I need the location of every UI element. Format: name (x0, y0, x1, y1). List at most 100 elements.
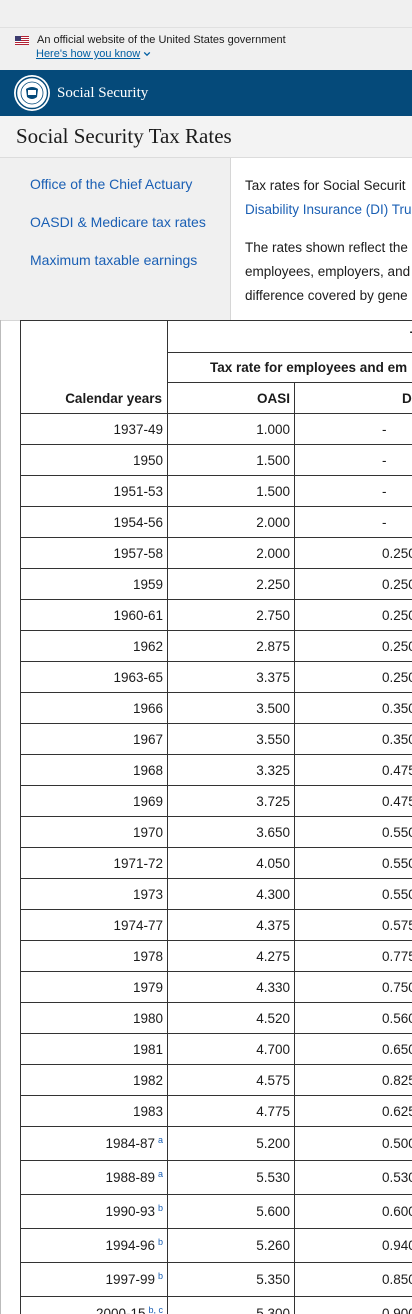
year-text: 1966 (132, 700, 163, 716)
cell-oasi: 4.520 (167, 1002, 295, 1034)
table-row: 1950 1.500- (20, 444, 412, 476)
cell-di: - (294, 444, 412, 476)
cell-year: 1974-77 (20, 909, 168, 941)
cell-di: 0.625 (294, 1095, 412, 1127)
page-title: Social Security Tax Rates (16, 124, 232, 148)
cell-oasi: 4.050 (167, 847, 295, 879)
col-header-employees-employers: Tax rate for employees and em (167, 352, 412, 383)
footnote-link[interactable]: b, c (148, 1304, 163, 1314)
year-text: 1971-72 (113, 855, 163, 871)
ssa-seal-icon (15, 76, 49, 110)
cell-year: 1957-58 (20, 537, 168, 569)
cell-oasi: 3.650 (167, 816, 295, 848)
cell-oasi: 4.275 (167, 940, 295, 972)
heres-how-you-know-link[interactable]: Here's how you know (36, 48, 151, 60)
cell-di: - (294, 475, 412, 507)
col-header-group-top: T (167, 320, 412, 353)
cell-year: 1978 (20, 940, 168, 972)
footnote-link[interactable]: a (157, 1168, 163, 1179)
year-text: 1963-65 (113, 669, 163, 685)
cell-di: 0.600 (294, 1194, 412, 1229)
footnote-link[interactable]: b (157, 1236, 163, 1247)
year-text: 1990-93 (105, 1204, 155, 1219)
col-header-di: D (294, 382, 412, 414)
cell-di: - (294, 413, 412, 445)
cell-di: 0.550 (294, 878, 412, 910)
cell-di: 0.475 (294, 754, 412, 786)
intro-line-4: employees, employers, and (245, 264, 411, 279)
footnote-link[interactable]: a (157, 1134, 163, 1145)
browser-top-bar (0, 0, 412, 28)
intro-line-3: The rates shown reflect the (245, 240, 408, 255)
year-text: 1994-96 (105, 1238, 155, 1253)
year-text: 1951-53 (113, 483, 163, 499)
cell-year: 1997-99 b (20, 1262, 168, 1297)
cell-di: 0.850 (294, 1262, 412, 1297)
cell-di: 0.575 (294, 909, 412, 941)
cell-oasi: 4.330 (167, 971, 295, 1003)
cell-oasi: 1.500 (167, 475, 295, 507)
page-title-bar: Social Security Tax Rates (0, 116, 412, 158)
cell-oasi: 3.725 (167, 785, 295, 817)
gov-banner: An official website of the United States… (0, 28, 412, 70)
cell-di: 0.250 (294, 599, 412, 631)
year-text: 1957-58 (113, 545, 163, 561)
cell-oasi: 4.700 (167, 1033, 295, 1065)
cell-di: 0.350 (294, 692, 412, 724)
cell-oasi: 4.775 (167, 1095, 295, 1127)
cell-di: 0.500 (294, 1126, 412, 1161)
cell-year: 1962 (20, 630, 168, 662)
year-text: 1969 (132, 793, 163, 809)
footnote-link[interactable]: b (157, 1270, 163, 1281)
year-text: 1982 (132, 1072, 163, 1088)
cell-oasi: 2.000 (167, 537, 295, 569)
year-text: 1937-49 (113, 421, 163, 437)
cell-oasi: 5.600 (167, 1194, 295, 1229)
sidebar-nav: Office of the Chief Actuary OASDI & Medi… (0, 158, 231, 321)
year-text: 1997-99 (105, 1272, 155, 1287)
cell-oasi: 1.000 (167, 413, 295, 445)
ssa-logo[interactable] (14, 75, 50, 111)
cell-oasi: 2.750 (167, 599, 295, 631)
site-brand[interactable]: Social Security (57, 84, 149, 101)
cell-oasi: 3.500 (167, 692, 295, 724)
sidebar-item-max-taxable[interactable]: Maximum taxable earnings (30, 252, 198, 268)
cell-year: 1984-87 a (20, 1126, 168, 1161)
cell-di: 0.475 (294, 785, 412, 817)
cell-oasi: 2.000 (167, 506, 295, 538)
site-header: Social Security (0, 70, 412, 116)
cell-oasi: 3.375 (167, 661, 295, 693)
cell-year: 1988-89 a (20, 1160, 168, 1195)
sidebar-item-tax-rates[interactable]: OASDI & Medicare tax rates (30, 214, 206, 230)
cell-year: 1963-65 (20, 661, 168, 693)
heres-how-you-know-label: Here's how you know (36, 48, 141, 60)
year-text: 1962 (132, 638, 163, 654)
footnote-link[interactable]: b (157, 1202, 163, 1213)
year-text: 2000-15 (95, 1306, 146, 1314)
cell-year: 1983 (20, 1095, 168, 1127)
cell-di: 0.250 (294, 537, 412, 569)
cell-di: 0.550 (294, 816, 412, 848)
intro-text: Tax rates for Social Securit Disability … (245, 174, 412, 308)
cell-year: 1969 (20, 785, 168, 817)
year-text: 1959 (132, 576, 163, 592)
intro-link-di-trust[interactable]: Disability Insurance (DI) Tru (245, 202, 412, 217)
cell-year: 1954-56 (20, 506, 168, 538)
sidebar-item-chief-actuary[interactable]: Office of the Chief Actuary (30, 176, 193, 192)
gov-banner-text: An official website of the United States… (37, 34, 286, 46)
year-text: 1973 (132, 886, 163, 902)
year-text: 1954-56 (113, 514, 163, 530)
intro-line-5: difference covered by gene (245, 288, 408, 303)
